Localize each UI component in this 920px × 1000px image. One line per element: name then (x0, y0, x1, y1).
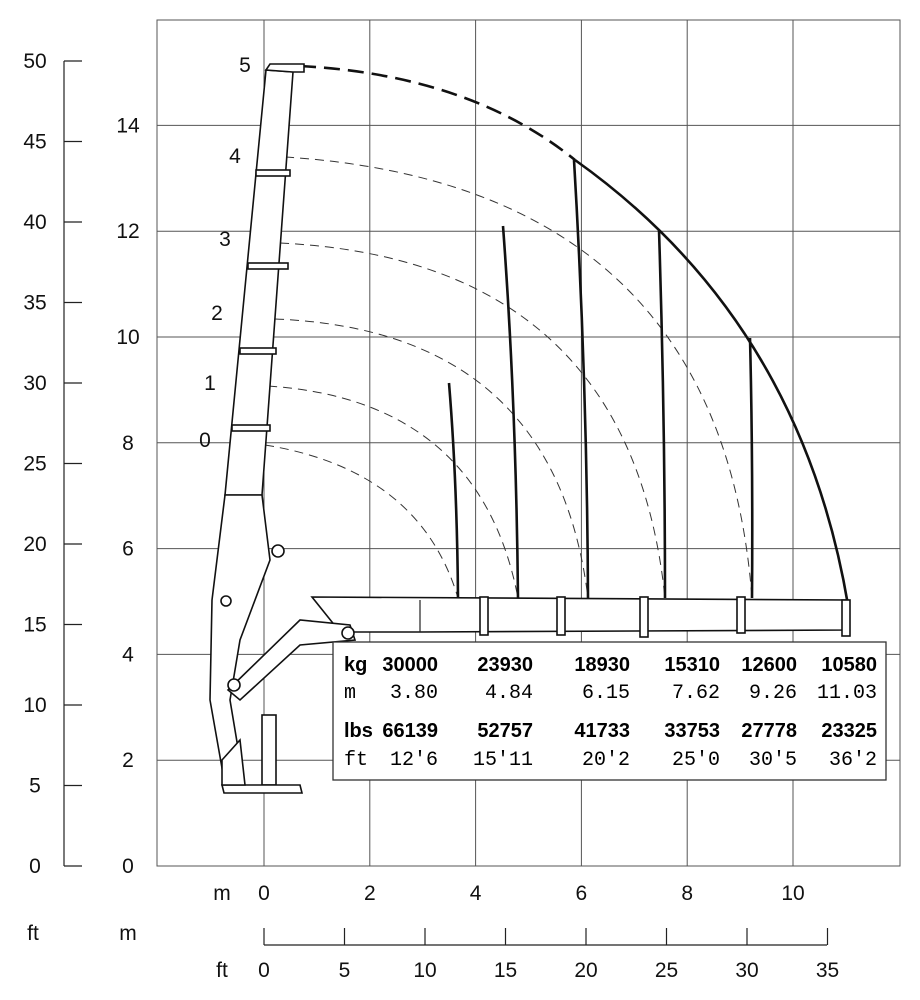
table-cell-m: 4.84 (485, 682, 533, 705)
table-cell-kg: 23930 (477, 654, 533, 676)
table-cell-kg: 15310 (664, 654, 720, 676)
table-row-label-lbs: lbs (344, 720, 373, 742)
ft-tick-label-left: 20 (23, 533, 46, 556)
ft-tick-label-bottom: 25 (655, 959, 678, 982)
m-tick-label-left: 2 (122, 749, 134, 772)
load-curve-2 (501, 225, 520, 599)
reach-arc-0 (264, 444, 459, 599)
table-row-label-m: m (344, 682, 356, 705)
ft-tick-label-bottom: 5 (339, 959, 351, 982)
m-tick-label-bottom: 10 (781, 882, 804, 905)
load-curve-1 (447, 382, 460, 599)
table-cell-lbs: 33753 (664, 720, 720, 742)
ft-tick-label-bottom: 0 (258, 959, 270, 982)
m-tick-label-left: 0 (122, 855, 134, 878)
boom-tip (264, 63, 305, 73)
table-cell-ft: 36'2 (829, 749, 877, 772)
boom-section-label: 4 (229, 145, 241, 168)
table-cell-ft: 30'5 (749, 749, 797, 772)
ft-tick-label-left: 25 (23, 453, 46, 476)
table-cell-m: 6.15 (582, 682, 630, 705)
crane-base (220, 784, 304, 794)
load-curve-4 (657, 229, 667, 599)
table-cell-lbs: 52757 (477, 720, 533, 742)
table-cell-lbs: 27778 (741, 720, 797, 742)
ft-tick-label-left: 15 (23, 614, 46, 637)
table-cell-m: 9.26 (749, 682, 797, 705)
boom-section-label: 2 (211, 302, 223, 325)
ft-tick-label-left: 10 (23, 694, 46, 717)
m-tick-label-bottom: 8 (681, 882, 693, 905)
m-tick-label-left: 10 (116, 326, 139, 349)
load-curve-3 (572, 159, 590, 599)
m-tick-label-bottom: 0 (258, 882, 270, 905)
ft-tick-label-bottom: 20 (574, 959, 597, 982)
ft-tick-label-left: 45 (23, 131, 46, 154)
table-cell-kg: 18930 (574, 654, 630, 676)
max-reach-envelope-dashed (299, 64, 576, 162)
inner-boom (226, 619, 357, 702)
unit-m-bottom: m (213, 882, 231, 905)
reach-arc-3 (279, 242, 666, 599)
boom-section-label: 1 (204, 372, 216, 395)
m-tick-label-left: 8 (122, 432, 134, 455)
boom-section-label: 0 (199, 429, 211, 452)
ft-tick-label-left: 35 (23, 292, 46, 315)
ft-tick-label-bottom: 10 (413, 959, 436, 982)
m-tick-label-bottom: 2 (364, 882, 376, 905)
table-cell-m: 3.80 (390, 682, 438, 705)
table-cell-kg: 12600 (741, 654, 797, 676)
ft-tick-label-left: 0 (29, 855, 41, 878)
table-cell-ft: 20'2 (582, 749, 630, 772)
truck-beam (310, 596, 849, 633)
reach-arc-4 (284, 156, 753, 599)
m-tick-label-left: 4 (122, 643, 134, 666)
outrigger (479, 596, 489, 636)
unit-ft-left: ft (27, 922, 39, 945)
hydraulic-cylinder (261, 714, 277, 786)
unit-m-left: m (119, 922, 137, 945)
ft-tick-label-left: 30 (23, 372, 46, 395)
table-cell-kg: 10580 (821, 654, 877, 676)
ft-tick-label-bottom: 15 (494, 959, 517, 982)
m-tick-label-bottom: 6 (576, 882, 588, 905)
table-cell-lbs: 66139 (382, 720, 438, 742)
m-tick-label-left: 12 (116, 220, 139, 243)
table-row-label-kg: kg (344, 654, 367, 676)
table-cell-ft: 15'11 (473, 749, 533, 772)
m-tick-label-bottom: 4 (470, 882, 482, 905)
table-cell-m: 7.62 (672, 682, 720, 705)
m-tick-label-left: 6 (122, 538, 134, 561)
reach-arcs (264, 64, 850, 606)
ft-tick-label-left: 5 (29, 775, 41, 798)
reach-arc-1 (267, 385, 519, 599)
table-cell-kg: 30000 (382, 654, 438, 676)
table-cell-ft: 25'0 (672, 749, 720, 772)
max-reach-envelope (574, 158, 850, 606)
load-curve-5 (748, 337, 754, 599)
boom-section-label: 3 (219, 228, 231, 251)
crane-column (209, 494, 271, 788)
table-row-label-ft: ft (344, 749, 368, 772)
ft-tick-label-bottom: 30 (735, 959, 758, 982)
table-cell-lbs: 23325 (821, 720, 877, 742)
reach-arc-2 (274, 318, 589, 599)
boom-section-label: 5 (239, 54, 251, 77)
ft-tick-label-left: 40 (23, 211, 46, 234)
m-tick-label-left: 14 (116, 114, 140, 137)
crane-drawing (209, 63, 851, 794)
ft-tick-label-left: 50 (23, 50, 46, 73)
table-cell-m: 11.03 (817, 682, 877, 705)
table-cell-ft: 12'6 (390, 749, 438, 772)
load-table: kg 30000 23930 18930 15310 12600 10580 m 3.80 4.8… (332, 641, 887, 781)
unit-ft-bottom: ft (216, 959, 228, 982)
ft-tick-label-bottom: 35 (816, 959, 839, 982)
table-cell-lbs: 41733 (574, 720, 630, 742)
